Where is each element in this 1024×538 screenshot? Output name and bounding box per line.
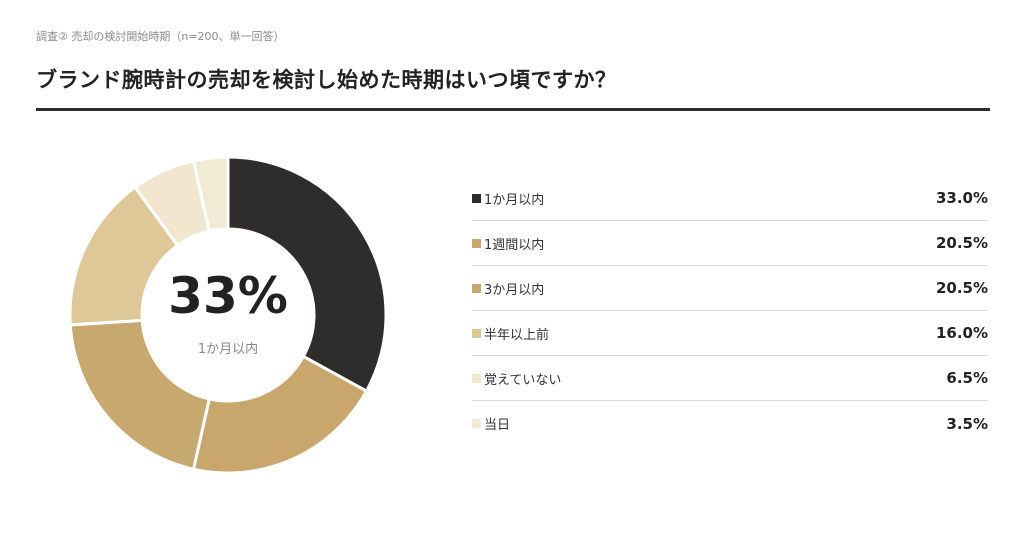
legend-swatch xyxy=(472,328,481,338)
legend-label: 1か月以内 xyxy=(484,192,545,208)
legend-label: 当日 xyxy=(484,418,511,433)
legend-item: 1か月以内 xyxy=(472,189,544,208)
donut-slice-6 xyxy=(191,157,230,233)
legend-swatch xyxy=(472,419,481,428)
legend-item: 1週間以内 xyxy=(472,234,544,253)
legend-value: 16.0% xyxy=(935,324,988,342)
center-value: 33% xyxy=(168,267,288,325)
survey-caption: 調査② 売却の検討開始時期（n=200、単一回答） xyxy=(36,30,285,43)
legend-value: 6.5% xyxy=(946,369,988,387)
chart-legend: 1か月以内 33.0% 1週間以内 20.5% 3か月以内 20.5% 半年以上前 16.0%… xyxy=(472,176,988,446)
legend-row: 1週間以内 20.5% xyxy=(472,221,988,266)
legend-label: 3か月以内 xyxy=(484,282,545,298)
legend-item: 半年以上前 xyxy=(472,324,549,343)
center-label: 1か月以内 xyxy=(198,341,258,357)
donut-chart: 33% 1か月以内 xyxy=(70,157,386,473)
legend-label: 1週間以内 xyxy=(484,237,545,253)
legend-row: 半年以上前 16.0% xyxy=(472,311,988,356)
legend-label: 覚えていない xyxy=(484,372,562,388)
legend-row: 3か月以内 20.5% xyxy=(472,266,988,311)
donut-slice-2 xyxy=(191,354,369,473)
legend-item: 覚えていない xyxy=(472,369,561,388)
legend-value: 20.5% xyxy=(935,279,988,297)
legend-row: 当日 3.5% xyxy=(472,401,988,446)
chart-title: ブランド腕時計の売却を検討し始めた時期はいつ頃ですか？ xyxy=(36,68,617,92)
donut-slice-3 xyxy=(70,318,212,471)
legend-swatch xyxy=(472,238,481,248)
legend-label: 半年以上前 xyxy=(484,327,550,343)
legend-swatch xyxy=(472,373,481,383)
legend-swatch xyxy=(472,283,481,293)
legend-row: 1か月以内 33.0% xyxy=(472,176,988,221)
donut-slice-1 xyxy=(226,157,386,394)
legend-swatch xyxy=(472,193,481,203)
legend-value: 33.0% xyxy=(935,189,988,207)
legend-value: 20.5% xyxy=(935,234,988,252)
legend-row: 覚えていない 6.5% xyxy=(472,356,988,401)
legend-item: 3か月以内 xyxy=(472,279,544,298)
legend-value: 3.5% xyxy=(946,414,988,433)
title-divider xyxy=(36,108,990,111)
legend-item: 当日 xyxy=(472,414,510,433)
